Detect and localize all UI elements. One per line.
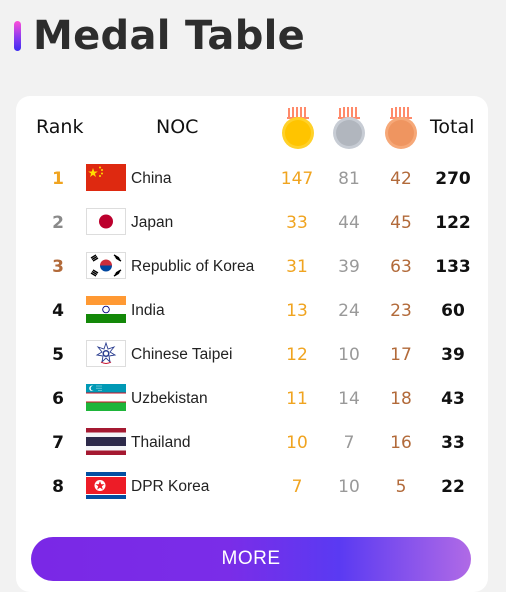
total-count: 43: [441, 389, 465, 409]
bronze-count: 5: [395, 477, 407, 497]
country-name: China: [131, 170, 172, 187]
korea-flag-icon: [86, 252, 126, 279]
more-button[interactable]: MORE: [31, 537, 471, 581]
dpr-korea-flag-icon: [86, 472, 126, 499]
table-row[interactable]: 4 India 13 24 23 60: [16, 289, 488, 333]
table-row[interactable]: 1 China 147 81 42 270: [16, 157, 488, 201]
page-title: Medal Table: [33, 13, 306, 59]
silver-count: 10: [338, 345, 360, 365]
bronze-count: 63: [390, 257, 412, 277]
gold-count: 10: [286, 433, 308, 453]
total-count: 22: [441, 477, 465, 497]
country-name: DPR Korea: [131, 478, 210, 495]
gold-count: 12: [286, 345, 308, 365]
table-row[interactable]: 6 Uzbekistan 11 14 18 43: [16, 377, 488, 421]
total-count: 39: [441, 345, 465, 365]
silver-count: 39: [338, 257, 360, 277]
rank-cell: 1: [52, 169, 64, 189]
country-name: Thailand: [131, 434, 191, 451]
page-header: Medal Table: [14, 12, 305, 60]
total-column-header: Total: [430, 116, 475, 138]
noc-column-header: NOC: [156, 116, 199, 138]
gold-count: 33: [286, 213, 308, 233]
total-count: 133: [435, 257, 471, 277]
gold-count: 7: [291, 477, 303, 497]
india-flag-icon: [86, 296, 126, 323]
rank-cell: 8: [52, 477, 64, 497]
bronze-count: 23: [390, 301, 412, 321]
silver-count: 24: [338, 301, 360, 321]
silver-count: 7: [343, 433, 355, 453]
rank-column-header: Rank: [36, 116, 84, 138]
country-name: Japan: [131, 214, 174, 231]
bronze-count: 45: [390, 213, 412, 233]
table-row[interactable]: 7 Thailand 10 7 16 33: [16, 421, 488, 465]
rank-cell: 2: [52, 213, 64, 233]
total-count: 33: [441, 433, 465, 453]
table-row[interactable]: 8 DPR Korea 7 10 5 22: [16, 465, 488, 509]
rank-cell: 4: [52, 301, 64, 321]
silver-count: 14: [338, 389, 360, 409]
rank-cell: 3: [52, 257, 64, 277]
bronze-medal-icon: [385, 107, 417, 149]
gold-count: 13: [286, 301, 308, 321]
rank-cell: 5: [52, 345, 64, 365]
bronze-count: 42: [390, 169, 412, 189]
bronze-count: 16: [390, 433, 412, 453]
silver-count: 10: [338, 477, 360, 497]
country-name: Chinese Taipei: [131, 346, 233, 363]
gold-medal-icon: [282, 107, 314, 149]
rank-cell: 6: [52, 389, 64, 409]
bronze-count: 17: [390, 345, 412, 365]
table-row[interactable]: 3 Republic of Korea 31 39 63 133: [16, 245, 488, 289]
silver-count: 44: [338, 213, 360, 233]
gold-count: 31: [286, 257, 308, 277]
total-count: 270: [435, 169, 471, 189]
thailand-flag-icon: [86, 428, 126, 455]
country-name: Republic of Korea: [131, 258, 255, 275]
bronze-count: 18: [390, 389, 412, 409]
gold-count: 147: [280, 169, 314, 189]
table-row[interactable]: 2 Japan 33 44 45 122: [16, 201, 488, 245]
silver-count: 81: [338, 169, 360, 189]
rank-cell: 7: [52, 433, 64, 453]
total-count: 60: [441, 301, 465, 321]
gold-count: 11: [286, 389, 308, 409]
table-row[interactable]: 5 Chinese Taipei 12 10 17 39: [16, 333, 488, 377]
total-count: 122: [435, 213, 471, 233]
chinese-taipei-flag-icon: [86, 340, 126, 367]
medal-table-card: Rank NOC Total 1 China 147 81 42: [16, 96, 488, 592]
china-flag-icon: [86, 164, 126, 191]
country-name: Uzbekistan: [131, 390, 208, 407]
uzbekistan-flag-icon: [86, 384, 126, 411]
japan-flag-icon: [86, 208, 126, 235]
country-name: India: [131, 302, 165, 319]
silver-medal-icon: [333, 107, 365, 149]
title-accent-bar: [14, 21, 21, 51]
